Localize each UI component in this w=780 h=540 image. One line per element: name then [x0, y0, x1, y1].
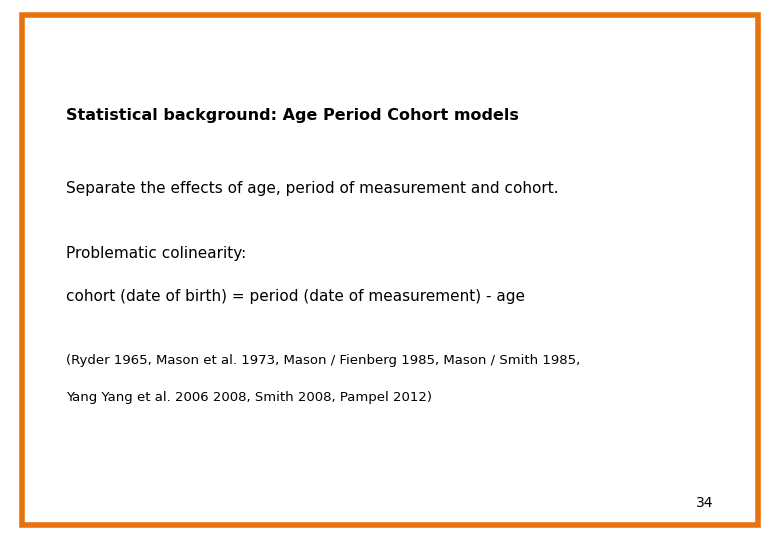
- Text: 34: 34: [697, 496, 714, 510]
- Text: Problematic colinearity:: Problematic colinearity:: [66, 246, 246, 261]
- Text: Yang Yang et al. 2006 2008, Smith 2008, Pampel 2012): Yang Yang et al. 2006 2008, Smith 2008, …: [66, 392, 432, 404]
- Text: Separate the effects of age, period of measurement and cohort.: Separate the effects of age, period of m…: [66, 181, 559, 196]
- Text: (Ryder 1965, Mason et al. 1973, Mason / Fienberg 1985, Mason / Smith 1985,: (Ryder 1965, Mason et al. 1973, Mason / …: [66, 354, 580, 367]
- Text: cohort (date of birth) = period (date of measurement) - age: cohort (date of birth) = period (date of…: [66, 289, 525, 304]
- Text: Statistical background: Age Period Cohort models: Statistical background: Age Period Cohor…: [66, 108, 519, 123]
